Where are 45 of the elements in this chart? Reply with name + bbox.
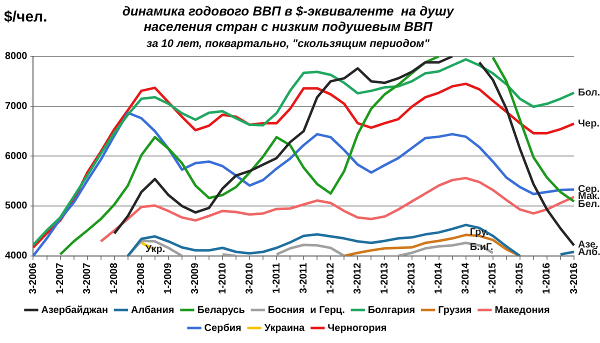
legend-label: Азербайджан: [41, 304, 108, 316]
x-tick-label: 3-2012: [352, 262, 364, 294]
legend-label: Беларусь: [197, 304, 245, 316]
annotation: Бол.: [578, 88, 600, 99]
x-tick-label: 3-2015: [514, 262, 526, 294]
x-tick-label: 3-2009: [190, 262, 202, 294]
x-tick-label: 3-2013: [406, 262, 418, 294]
x-tick-label: 1-2012: [325, 262, 336, 294]
annotation: Б.иГ.: [470, 242, 494, 254]
y-axis-title: $/чел.: [4, 8, 48, 26]
x-tick-label: 3-2014: [460, 262, 472, 294]
chart-title: динамика годового ВВП в $-эквиваленте на душу населения стран с низким подушевым ВВП: [122, 3, 454, 34]
x-tick-label: 3-2007: [82, 262, 94, 294]
y-tick-label: 6000: [4, 150, 28, 162]
x-tick-label: 3-2008: [136, 262, 148, 294]
y-tick-label: 4000: [4, 250, 28, 262]
annotation: Бел.: [578, 198, 600, 210]
x-tick-label: 3-2010: [244, 262, 256, 294]
legend-label: Сербия: [204, 322, 242, 334]
y-tick-label: 7000: [4, 101, 28, 112]
legend-label: Албания: [131, 304, 174, 316]
annotation: Укр.: [145, 244, 166, 256]
legend-label: Черногория: [328, 322, 387, 334]
x-tick-label: 3-2011: [298, 262, 310, 294]
annotation: Сер.: [578, 184, 600, 195]
y-tick-label: 8000: [4, 51, 28, 62]
x-tick-label: 1-2013: [379, 262, 390, 294]
chart-subtitle: за 10 лет, поквартально, "скользящим периодом": [146, 38, 430, 50]
x-tick-label: 1-2007: [55, 262, 66, 294]
x-tick-label: 1-2010: [217, 262, 228, 294]
x-tick-label: 1-2015: [488, 262, 499, 294]
annotation: Чер.: [578, 118, 600, 130]
legend-label: Грузия: [438, 304, 472, 316]
x-tick-label: 3-2016: [568, 262, 580, 294]
legend-label: Македония: [494, 304, 550, 316]
legend-label: Украина: [264, 322, 306, 334]
x-tick-label: 1-2008: [109, 262, 120, 294]
x-tick-label: 1-2011: [271, 262, 282, 294]
x-tick-label: 1-2009: [163, 262, 174, 294]
x-tick-label: 1-2016: [542, 262, 553, 294]
y-tick-label: 5000: [4, 200, 28, 212]
x-tick-label: 1-2014: [434, 262, 445, 294]
legend-label: Болгария: [368, 304, 416, 316]
x-tick-label: 3-2006: [28, 262, 39, 294]
legend-label: Босния и Герц.: [268, 304, 346, 316]
